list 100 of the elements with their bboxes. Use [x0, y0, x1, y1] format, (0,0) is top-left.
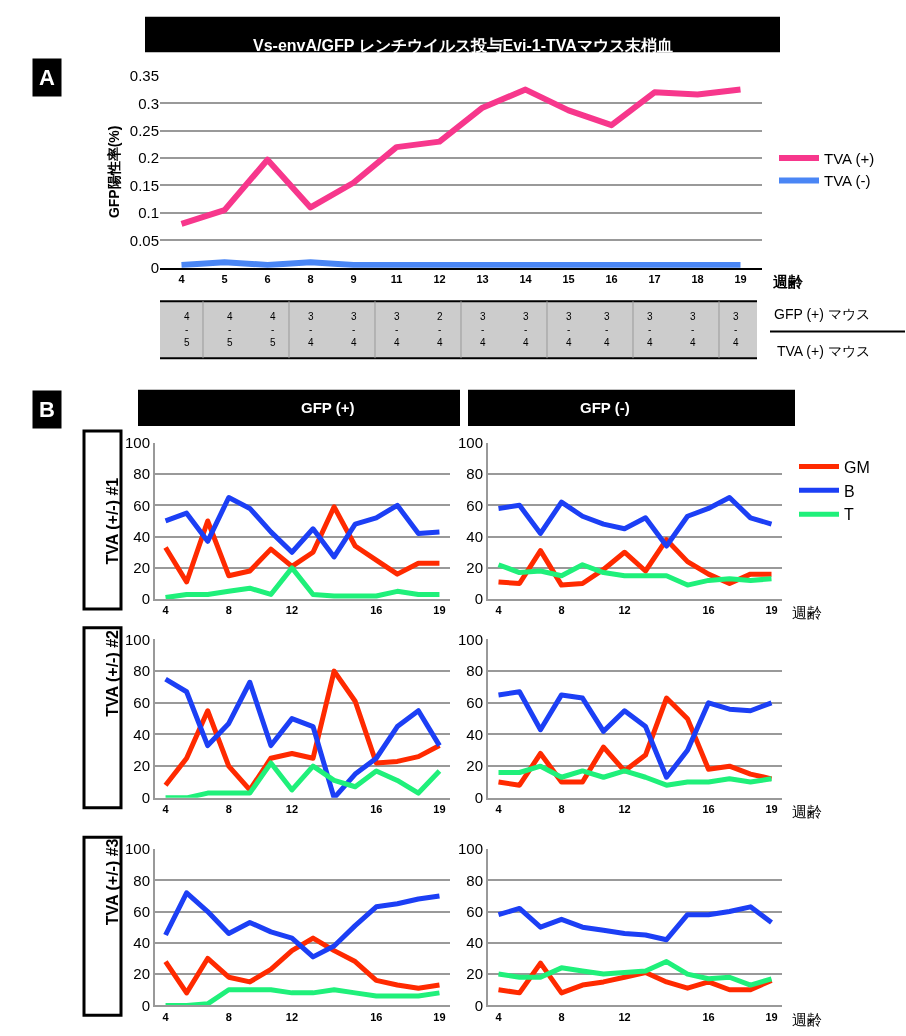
x-tick-label: 8	[558, 1010, 565, 1023]
chart-title: GFP (+)	[301, 399, 355, 416]
y-tick-label: 40	[133, 725, 150, 743]
legend-label: TVA (+)	[824, 149, 875, 167]
x-tick-label: 17	[648, 272, 661, 285]
x-tick-label: 19	[433, 604, 446, 617]
text: 4 - 5	[184, 311, 190, 348]
x-tick-label: 19	[433, 1010, 446, 1023]
x-tick-label: 13	[476, 272, 489, 285]
y-tick-label: 0.05	[129, 231, 159, 249]
text: 3 - 4	[733, 311, 739, 348]
text: 4 - 5	[270, 311, 276, 348]
x-tick-label: 16	[370, 1010, 383, 1023]
text: 3 - 4	[394, 311, 400, 348]
text: 3 - 4	[690, 311, 696, 348]
x-tick-label: 4	[178, 272, 186, 285]
legend-label: TVA (-)	[824, 172, 871, 190]
y-tick-label: 0	[474, 590, 483, 608]
legend-label: B	[844, 482, 855, 500]
chart-title: GFP (-)	[580, 399, 630, 416]
x-tick-label: 8	[558, 803, 565, 816]
y-tick-label: 0.35	[129, 67, 159, 85]
text: 3 - 4	[647, 311, 653, 348]
text: 3 - 4	[480, 311, 486, 348]
y-tick-label: 100	[457, 630, 483, 648]
x-tick-label: 16	[370, 803, 383, 816]
y-tick-label: 100	[124, 630, 150, 648]
y-tick-label: 0.15	[129, 176, 159, 194]
x-tick-label: 16	[702, 803, 715, 816]
x-axis-title: 週齢	[772, 273, 804, 290]
text: 3 - 4	[308, 311, 314, 348]
x-tick-label: 6	[264, 272, 271, 285]
y-tick-label: 20	[133, 559, 150, 577]
y-tick-label: 60	[466, 496, 483, 514]
x-tick-label: 12	[618, 604, 631, 617]
y-tick-label: 0	[150, 258, 159, 276]
y-tick-label: 60	[466, 694, 483, 712]
x-tick-label: 19	[433, 803, 446, 816]
text: B	[39, 397, 55, 422]
x-axis-title: 週齢	[792, 1011, 822, 1028]
y-tick-label: 0.1	[138, 204, 159, 222]
x-tick-label: 4	[162, 604, 170, 617]
x-tick-label: 18	[691, 272, 704, 285]
y-tick-label: 0	[141, 590, 150, 608]
y-tick-label: 100	[124, 434, 150, 452]
x-axis-title: 週齢	[792, 604, 822, 621]
y-axis-title: GFP陽性率(%)	[106, 125, 123, 219]
y-tick-label: 0	[141, 996, 150, 1014]
x-tick-label: 14	[519, 272, 533, 285]
y-axis-title: TVA (+/-) #2	[104, 629, 122, 717]
text: TVA (+) マウス	[777, 343, 870, 359]
y-tick-label: 60	[466, 902, 483, 920]
text: GFP (+) マウス	[774, 306, 870, 322]
x-tick-label: 19	[734, 272, 747, 285]
x-tick-label: 12	[618, 803, 631, 816]
y-tick-label: 20	[466, 559, 483, 577]
x-tick-label: 8	[225, 1010, 232, 1023]
y-tick-label: 40	[466, 934, 483, 952]
x-tick-label: 4	[495, 604, 503, 617]
y-tick-label: 80	[466, 871, 483, 889]
y-tick-label: 80	[133, 662, 150, 680]
text: 2 - 4	[437, 311, 443, 348]
y-tick-label: 40	[466, 725, 483, 743]
x-tick-label: 19	[765, 803, 778, 816]
x-tick-label: 4	[495, 1010, 503, 1023]
x-tick-label: 4	[162, 1010, 170, 1023]
y-tick-label: 40	[133, 934, 150, 952]
y-tick-label: 0	[474, 789, 483, 807]
x-tick-label: 15	[562, 272, 575, 285]
x-tick-label: 16	[605, 272, 618, 285]
y-tick-label: 100	[124, 840, 150, 858]
y-tick-label: 80	[466, 465, 483, 483]
y-tick-label: 40	[133, 527, 150, 545]
y-tick-label: 60	[133, 902, 150, 920]
text: A	[39, 65, 55, 90]
y-axis-title: TVA (+/-) #3	[103, 838, 121, 926]
y-tick-label: 20	[466, 757, 483, 775]
x-tick-label: 16	[702, 604, 715, 617]
text: 3 - 4	[604, 311, 610, 348]
y-tick-label: 20	[466, 965, 483, 983]
y-tick-label: 0.25	[129, 121, 159, 139]
x-tick-label: 19	[765, 604, 778, 617]
y-tick-label: 80	[133, 871, 150, 889]
y-tick-label: 60	[133, 496, 150, 514]
x-tick-label: 12	[285, 604, 299, 617]
x-tick-label: 9	[350, 272, 357, 285]
y-tick-label: 0.2	[138, 149, 159, 167]
y-axis-title: TVA (+/-) #1	[103, 477, 121, 565]
x-tick-label: 8	[307, 272, 314, 285]
x-tick-label: 12	[433, 272, 446, 285]
legend-label: GM	[844, 458, 870, 476]
x-tick-label: 12	[285, 803, 299, 816]
text: 4 - 5	[227, 311, 233, 348]
y-tick-label: 80	[466, 662, 483, 680]
y-tick-label: 60	[133, 694, 150, 712]
text: 3 - 4	[566, 311, 572, 348]
x-tick-label: 12	[285, 1010, 299, 1023]
x-tick-label: 16	[370, 604, 383, 617]
y-tick-label: 100	[457, 840, 483, 858]
x-axis-title: 週齢	[792, 803, 822, 820]
